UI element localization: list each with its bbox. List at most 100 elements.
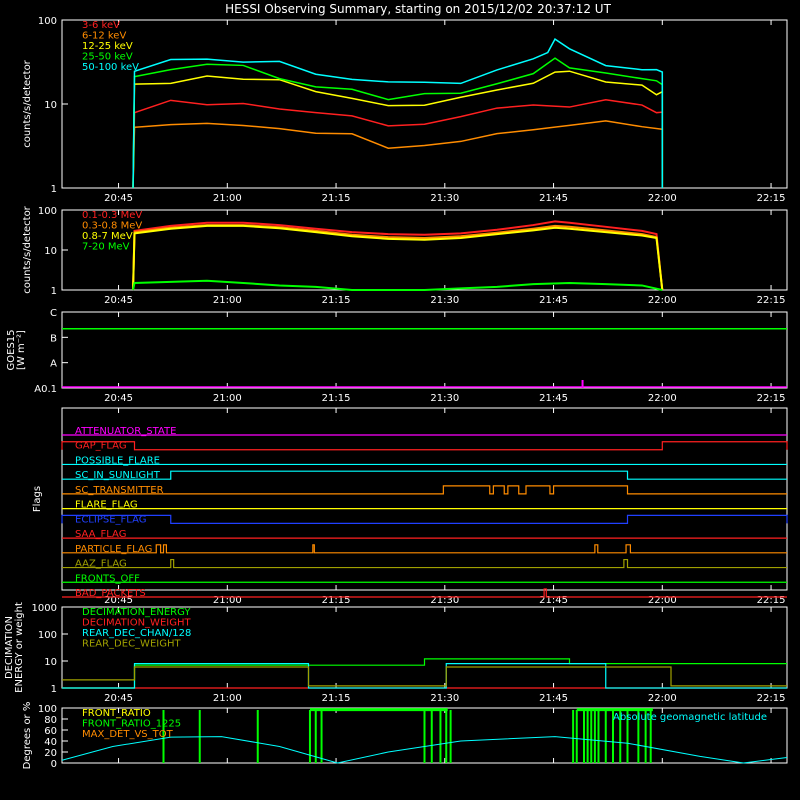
panel-3-frame	[61, 407, 788, 591]
time-tick-label: 22:15	[757, 295, 786, 306]
series-3-6 keV	[132, 98, 664, 189]
time-tick-label: 22:15	[757, 193, 786, 204]
flag-line-PARTICLE_FLAG	[62, 544, 787, 554]
y-axis-label: Degrees or %	[22, 702, 33, 770]
time-tick-label: 21:45	[539, 693, 568, 704]
y-axis-label: DECIMATION	[4, 616, 15, 679]
y-tick-label: 80	[44, 715, 57, 726]
series-6-12 keV	[132, 120, 664, 189]
time-tick-label: 22:00	[648, 193, 677, 204]
legend-entry: 25-50 keV	[82, 52, 133, 63]
legend-entry: 0.1-0.3 MeV	[82, 210, 142, 221]
flag-label: AAZ_FLAG	[75, 559, 127, 570]
y-tick-label: 100	[38, 630, 57, 641]
flag-line-SC_IN_SUNLIGHT	[62, 470, 787, 480]
chart-title: HESSI Observing Summary, starting on 201…	[225, 2, 611, 16]
y-tick-label: A0.1	[34, 384, 57, 395]
y-tick-label: B	[50, 333, 57, 344]
legend-entry: DECIMATION_WEIGHT	[82, 618, 191, 629]
time-tick-label: 21:00	[213, 595, 242, 606]
time-tick-label: 21:15	[322, 595, 351, 606]
time-tick-label: 21:15	[322, 693, 351, 704]
y-tick-label: 100	[38, 16, 57, 27]
flag-line-AAZ_FLAG	[62, 558, 787, 569]
series-0.8-7 MeV	[132, 224, 664, 291]
time-tick-label: 21:00	[213, 393, 242, 404]
time-tick-label: 21:15	[322, 393, 351, 404]
flag-label: ECLIPSE_FLAG	[75, 514, 146, 525]
time-tick-label: 21:15	[322, 295, 351, 306]
time-tick-label: 21:00	[213, 193, 242, 204]
legend-entry: REAR_DEC_WEIGHT	[82, 639, 181, 650]
geomagnetic-annotation: Absolute geomagnetic latitude	[613, 712, 767, 723]
y-tick-label: 20	[44, 748, 57, 759]
y-tick-label: 100	[38, 704, 57, 715]
time-tick-label: 21:00	[213, 693, 242, 704]
panel-2-frame	[61, 311, 788, 389]
y-tick-label: 100	[38, 206, 57, 217]
time-tick-label: 22:00	[648, 393, 677, 404]
legend-entry: REAR_DEC_CHAN/128	[82, 628, 191, 639]
y-tick-label: 40	[44, 737, 57, 748]
time-tick-label: 20:45	[104, 193, 133, 204]
series-25-50 keV	[132, 57, 664, 189]
y-axis-label: Flags	[32, 486, 43, 512]
time-tick-label: 21:15	[322, 193, 351, 204]
flag-label: FLARE_FLAG	[75, 500, 138, 511]
y-tick-label: 10	[44, 246, 57, 257]
legend-entry: 50-100 keV	[82, 62, 139, 73]
y-tick-label: 1	[51, 286, 57, 297]
flag-label: FRONTS_OFF	[75, 573, 140, 584]
y-tick-label: 60	[44, 726, 57, 737]
series-0.1-0.3 MeV	[132, 220, 664, 291]
y-tick-label: 10	[44, 100, 57, 111]
flag-label: SC_IN_SUNLIGHT	[75, 470, 161, 481]
y-tick-label: A	[50, 359, 57, 370]
legend-entry: 3-6 keV	[82, 20, 120, 31]
flag-label: ATTENUATOR_STATE	[75, 426, 176, 437]
time-tick-label: 21:45	[539, 193, 568, 204]
time-tick-label: 20:45	[104, 693, 133, 704]
flag-label: GAP_FLAG	[75, 441, 127, 452]
time-tick-label: 22:00	[648, 693, 677, 704]
time-tick-label: 21:45	[539, 393, 568, 404]
y-tick-label: C	[50, 308, 57, 319]
panel-1-frame	[61, 209, 788, 291]
legend-entry: 6-12 keV	[82, 31, 126, 42]
flag-label: SAA_FLAG	[75, 529, 126, 540]
legend-entry: 0.3-0.8 MeV	[82, 221, 142, 232]
series-REAR_DEC_WEIGHT	[62, 666, 787, 687]
time-tick-label: 21:30	[430, 693, 459, 704]
time-tick-label: 21:30	[430, 193, 459, 204]
legend-entry: 7-20 MeV	[82, 242, 130, 253]
y-tick-label: 1	[51, 684, 57, 695]
flag-label: POSSIBLE_FLARE	[75, 455, 160, 466]
panel-0-frame	[61, 19, 788, 189]
y-axis-label: GOES15	[6, 329, 17, 370]
legend-entry: FRONT_RATIO	[82, 708, 151, 719]
time-tick-label: 21:45	[539, 595, 568, 606]
flag-line-GAP_FLAG	[61, 441, 788, 451]
y-axis-label-2: ENERGY or weight	[14, 602, 25, 693]
time-tick-label: 20:45	[104, 295, 133, 306]
flag-label: BAD_PACKETS	[75, 588, 146, 599]
time-tick-label: 21:30	[430, 595, 459, 606]
flag-line-ECLIPSE_FLAG	[61, 514, 788, 524]
time-tick-label: 22:15	[757, 393, 786, 404]
legend-entry: DECIMATION_ENERGY	[82, 607, 191, 618]
series-7-20 MeV	[132, 279, 663, 291]
legend-entry: 12-25 keV	[82, 41, 133, 52]
time-tick-label: 22:00	[648, 595, 677, 606]
series-50-100 keV	[132, 38, 664, 189]
y-tick-label: 0	[51, 759, 57, 770]
time-tick-label: 20:45	[104, 393, 133, 404]
flag-label: SC_TRANSMITTER	[75, 485, 164, 496]
flag-line-SC_TRANSMITTER	[62, 485, 787, 495]
time-tick-label: 21:00	[213, 295, 242, 306]
y-axis-label: counts/s/detector	[22, 205, 33, 293]
y-tick-label: 1000	[32, 603, 57, 614]
y-axis-label: counts/s/detector	[22, 59, 33, 147]
time-tick-label: 20:45	[104, 595, 133, 606]
time-tick-label: 21:45	[539, 295, 568, 306]
